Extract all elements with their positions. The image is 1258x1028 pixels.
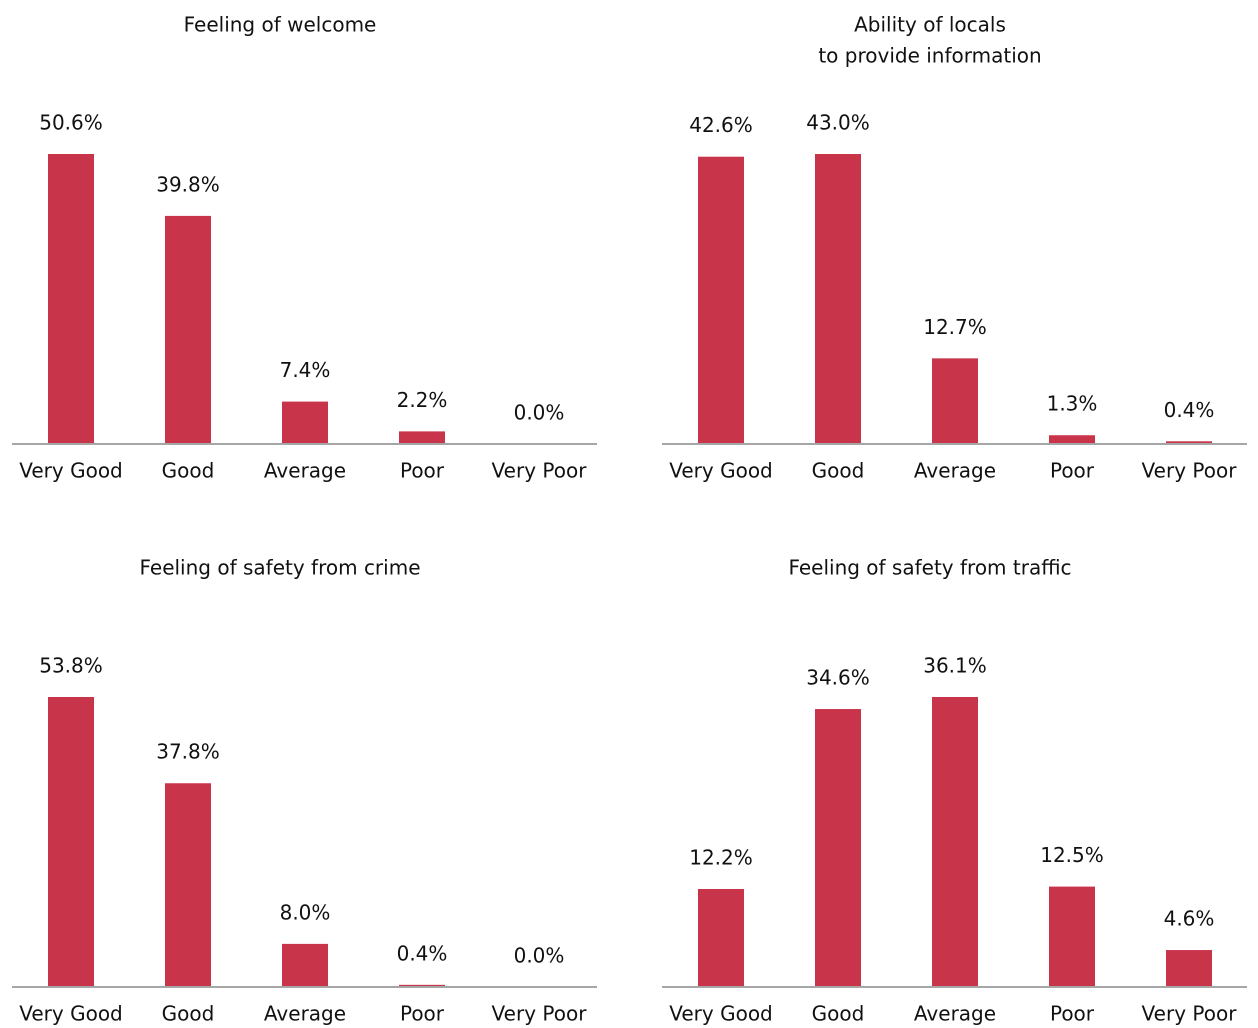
bar xyxy=(282,401,328,444)
value-label: 0.4% xyxy=(1164,398,1215,422)
chart-title: to provide information xyxy=(818,44,1041,68)
category-label: Poor xyxy=(400,459,445,483)
value-label: 0.4% xyxy=(397,941,448,965)
bar xyxy=(698,156,744,444)
value-label: 4.6% xyxy=(1164,907,1215,931)
category-label: Average xyxy=(264,1002,346,1026)
bar xyxy=(932,358,978,444)
category-label: Poor xyxy=(400,1002,445,1026)
category-label: Very Good xyxy=(669,1002,773,1026)
bar xyxy=(1166,950,1212,987)
bar xyxy=(282,943,328,987)
bar xyxy=(165,215,211,444)
category-label: Good xyxy=(812,459,865,483)
value-label: 50.6% xyxy=(39,111,103,135)
chart-title: Feeling of safety from crime xyxy=(139,556,420,580)
category-label: Average xyxy=(264,459,346,483)
value-label: 0.0% xyxy=(514,944,565,968)
category-label: Very Good xyxy=(19,1002,123,1026)
bar xyxy=(399,431,445,444)
bar xyxy=(399,984,445,987)
chart-title: Feeling of safety from traffic xyxy=(788,556,1071,580)
bar xyxy=(165,783,211,987)
value-label: 0.0% xyxy=(514,401,565,425)
value-label: 8.0% xyxy=(280,900,331,924)
value-label: 36.1% xyxy=(923,654,987,678)
bar xyxy=(932,697,978,987)
value-label: 42.6% xyxy=(689,113,753,137)
category-label: Good xyxy=(162,1002,215,1026)
value-label: 39.8% xyxy=(156,172,220,196)
value-label: 37.8% xyxy=(156,740,220,764)
value-label: 1.3% xyxy=(1047,392,1098,416)
category-label: Very Poor xyxy=(492,1002,588,1026)
value-label: 34.6% xyxy=(806,666,870,690)
bar xyxy=(815,154,861,444)
category-label: Very Poor xyxy=(1142,459,1238,483)
category-label: Very Poor xyxy=(492,459,588,483)
bar xyxy=(1049,886,1095,987)
bar xyxy=(1166,441,1212,444)
value-label: 12.5% xyxy=(1040,843,1104,867)
category-label: Poor xyxy=(1050,1002,1095,1026)
value-label: 12.7% xyxy=(923,315,987,339)
category-label: Very Good xyxy=(669,459,773,483)
category-label: Average xyxy=(914,459,996,483)
value-label: 53.8% xyxy=(39,654,103,678)
category-label: Poor xyxy=(1050,459,1095,483)
value-label: 2.2% xyxy=(397,388,448,412)
chart-title: Feeling of welcome xyxy=(184,13,377,37)
category-label: Good xyxy=(162,459,215,483)
bar xyxy=(48,697,94,987)
category-label: Average xyxy=(914,1002,996,1026)
bar xyxy=(698,888,744,987)
bar xyxy=(815,709,861,987)
bar xyxy=(48,154,94,444)
chart-title: Ability of locals xyxy=(854,13,1006,37)
category-label: Very Good xyxy=(19,459,123,483)
category-label: Very Poor xyxy=(1142,1002,1238,1026)
value-label: 7.4% xyxy=(280,358,331,382)
value-label: 12.2% xyxy=(689,845,753,869)
value-label: 43.0% xyxy=(806,111,870,135)
category-label: Good xyxy=(812,1002,865,1026)
bar xyxy=(1049,435,1095,444)
